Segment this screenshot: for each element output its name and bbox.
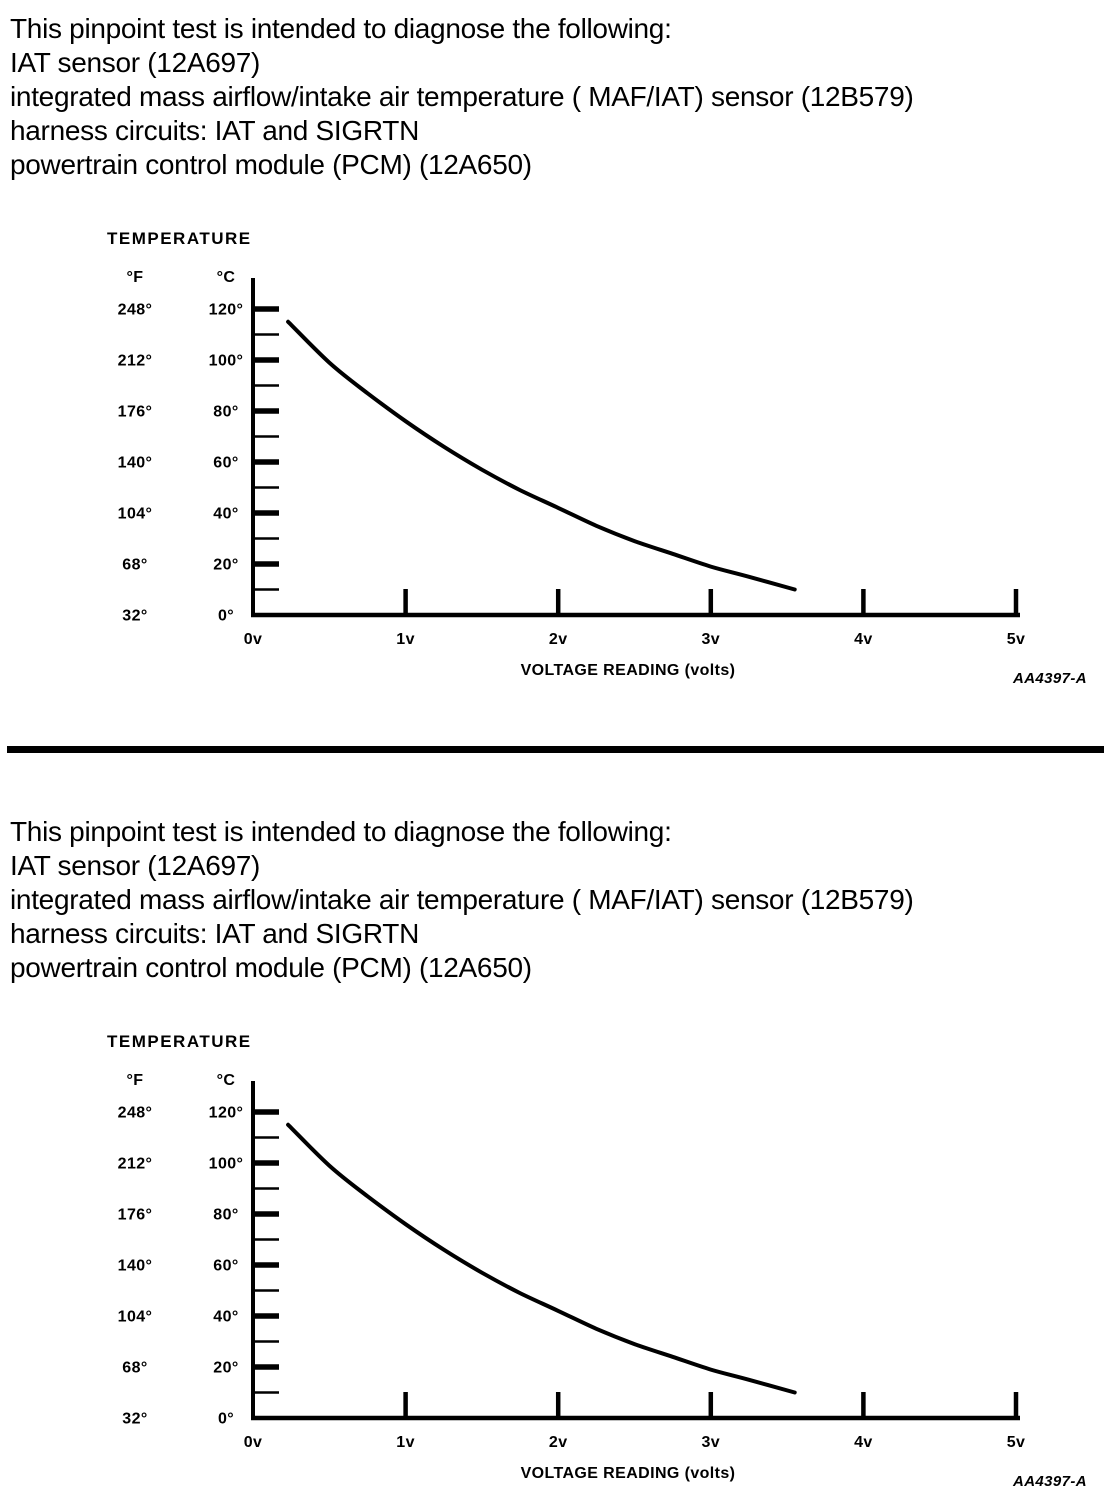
section-divider <box>7 746 1104 753</box>
celsius-tick-label: 0° <box>218 608 234 625</box>
intro-line: This pinpoint test is intended to diagno… <box>10 13 672 44</box>
celsius-tick-label: 100° <box>209 1156 244 1173</box>
celsius-tick-label: 40° <box>213 506 238 523</box>
fahrenheit-tick-label: 176° <box>118 404 153 421</box>
x-tick-label: 2v <box>549 631 568 648</box>
pinpoint-test-section-1: This pinpoint test is intended to diagno… <box>0 0 1120 700</box>
x-tick-label: 5v <box>1007 631 1026 648</box>
intro-line: harness circuits: IAT and SIGRTN <box>10 918 419 949</box>
celsius-tick-label: 20° <box>213 1360 238 1377</box>
intro-line: IAT sensor (12A697) <box>10 850 261 881</box>
temperature-voltage-chart: TEMPERATURE °F °C 248° 120° 212° 100° 176° 80° 14… <box>107 1032 1087 1490</box>
fahrenheit-tick-label: 140° <box>118 1258 153 1275</box>
chart-title: TEMPERATURE <box>107 229 252 248</box>
celsius-tick-label: 20° <box>213 557 238 574</box>
fahrenheit-axis-header: °F <box>127 1072 144 1089</box>
celsius-axis-header: °C <box>217 269 236 286</box>
x-tick-label: 0v <box>244 1434 263 1451</box>
celsius-tick-label: 80° <box>213 404 238 421</box>
fahrenheit-tick-label: 32° <box>122 608 147 625</box>
figure-code: AA4397-A <box>1012 1473 1087 1490</box>
celsius-axis-header: °C <box>217 1072 236 1089</box>
x-tick-label: 1v <box>396 631 415 648</box>
fahrenheit-tick-label: 104° <box>118 1309 153 1326</box>
fahrenheit-tick-label: 212° <box>118 353 153 370</box>
fahrenheit-tick-label: 104° <box>118 506 153 523</box>
x-tick-label: 4v <box>854 631 873 648</box>
x-axis-title: VOLTAGE READING (volts) <box>521 1465 736 1482</box>
temperature-curve <box>286 319 797 592</box>
x-tick-label: 2v <box>549 1434 568 1451</box>
fahrenheit-axis-header: °F <box>127 269 144 286</box>
celsius-tick-label: 80° <box>213 1207 238 1224</box>
intro-line: powertrain control module (PCM) (12A650) <box>10 149 532 180</box>
fahrenheit-tick-label: 140° <box>118 455 153 472</box>
fahrenheit-tick-label: 212° <box>118 1156 153 1173</box>
fahrenheit-tick-label: 32° <box>122 1411 147 1428</box>
diagnosis-intro: This pinpoint test is intended to diagno… <box>10 815 914 985</box>
celsius-tick-label: 0° <box>218 1411 234 1428</box>
pinpoint-test-section-2: This pinpoint test is intended to diagno… <box>0 803 1120 1503</box>
fahrenheit-tick-label: 68° <box>122 557 147 574</box>
x-tick-label: 4v <box>854 1434 873 1451</box>
celsius-tick-label: 60° <box>213 1258 238 1275</box>
celsius-tick-label: 120° <box>209 1105 244 1122</box>
temperature-voltage-chart: TEMPERATURE °F °C 248° 120° 212° 100° 176° 80° 14… <box>107 229 1087 687</box>
temperature-curve <box>286 1122 797 1395</box>
x-tick-label: 5v <box>1007 1434 1026 1451</box>
figure-code: AA4397-A <box>1012 670 1087 687</box>
diagnosis-intro: This pinpoint test is intended to diagno… <box>10 12 914 182</box>
intro-line: integrated mass airflow/intake air tempe… <box>10 884 914 915</box>
y-axis-ticks <box>253 1109 279 1394</box>
x-tick-label: 1v <box>396 1434 415 1451</box>
intro-line: IAT sensor (12A697) <box>10 47 261 78</box>
y-axis-labels: 248° 120° 212° 100° 176° 80° 140° 60° 104° 40° 68°… <box>118 1105 244 1428</box>
celsius-tick-label: 60° <box>213 455 238 472</box>
fahrenheit-tick-label: 68° <box>122 1360 147 1377</box>
celsius-tick-label: 120° <box>209 302 244 319</box>
fahrenheit-tick-label: 176° <box>118 1207 153 1224</box>
intro-line: integrated mass airflow/intake air tempe… <box>10 81 914 112</box>
x-tick-label: 3v <box>701 631 720 648</box>
x-tick-label: 0v <box>244 631 263 648</box>
intro-line: This pinpoint test is intended to diagno… <box>10 816 672 847</box>
y-axis-labels: 248° 120° 212° 100° 176° 80° 140° 60° 104° 40° 68°… <box>118 302 244 625</box>
intro-line: powertrain control module (PCM) (12A650) <box>10 952 532 983</box>
y-axis-ticks <box>253 306 279 591</box>
fahrenheit-tick-label: 248° <box>118 302 153 319</box>
x-axis-ticks: 0v 1v 2v 3v 4v 5v <box>244 589 1026 648</box>
x-axis-title: VOLTAGE READING (volts) <box>521 662 736 679</box>
intro-line: harness circuits: IAT and SIGRTN <box>10 115 419 146</box>
x-axis-ticks: 0v 1v 2v 3v 4v 5v <box>244 1392 1026 1451</box>
x-tick-label: 3v <box>701 1434 720 1451</box>
chart-title: TEMPERATURE <box>107 1032 252 1051</box>
fahrenheit-tick-label: 248° <box>118 1105 153 1122</box>
celsius-tick-label: 100° <box>209 353 244 370</box>
celsius-tick-label: 40° <box>213 1309 238 1326</box>
